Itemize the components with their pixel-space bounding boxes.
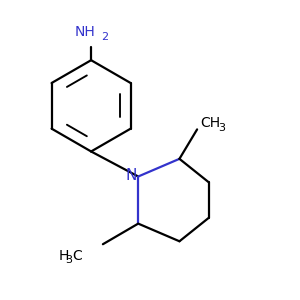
Text: 3: 3 <box>218 123 225 133</box>
Text: 3: 3 <box>65 255 72 266</box>
Text: 2: 2 <box>101 32 108 42</box>
Text: N: N <box>125 167 136 182</box>
Text: H: H <box>59 249 69 263</box>
Text: NH: NH <box>75 25 96 39</box>
Text: CH: CH <box>200 116 220 130</box>
Text: C: C <box>72 249 82 263</box>
